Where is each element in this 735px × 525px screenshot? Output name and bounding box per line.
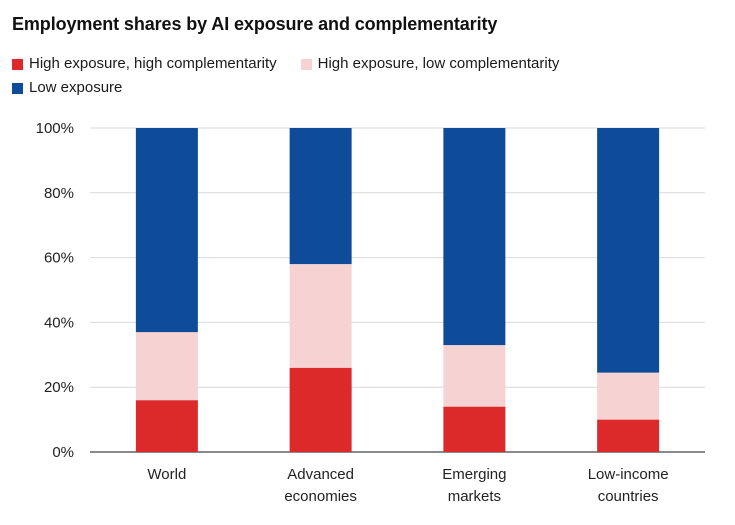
x-category-label-line: countries bbox=[598, 488, 659, 505]
legend-item-low: Low exposure bbox=[12, 76, 122, 100]
x-category-label: World bbox=[147, 466, 186, 483]
bar-segment bbox=[443, 406, 506, 452]
bar-segment bbox=[289, 367, 352, 452]
x-category-label-line: economies bbox=[284, 488, 357, 505]
legend-swatch-high-high bbox=[12, 58, 23, 70]
bar-segment bbox=[135, 128, 198, 333]
bar-segment bbox=[289, 264, 352, 368]
bar-segment bbox=[597, 372, 660, 420]
y-tick-label: 0% bbox=[52, 444, 74, 461]
legend-label-high-low: High exposure, low complementarity bbox=[317, 55, 560, 72]
y-tick-label: 60% bbox=[44, 250, 74, 267]
x-category-label-line: Advanced bbox=[287, 466, 354, 483]
bar-segment bbox=[443, 345, 506, 407]
legend-row-1: High exposure, high complementarity High… bbox=[12, 52, 722, 76]
legend-item-high-low: High exposure, low complementarity bbox=[300, 52, 560, 76]
legend-item-high-high: High exposure, high complementarity bbox=[12, 52, 277, 76]
bar-segment bbox=[443, 128, 506, 346]
bar-segment bbox=[597, 419, 660, 452]
x-category-label-line: markets bbox=[448, 488, 501, 505]
x-category-label-line: Low-income bbox=[588, 466, 669, 483]
bar-segment bbox=[597, 128, 660, 373]
x-category-label-line: World bbox=[147, 466, 186, 483]
legend-row-2: Low exposure bbox=[12, 76, 722, 100]
bar-segment bbox=[289, 128, 352, 265]
bar-segment bbox=[135, 400, 198, 452]
x-category-label-line: Emerging bbox=[442, 466, 506, 483]
x-category-label: Advanced economies bbox=[284, 466, 357, 505]
bar-segment bbox=[135, 332, 198, 401]
legend: High exposure, high complementarity High… bbox=[12, 52, 722, 100]
chart-title: Employment shares by AI exposure and com… bbox=[12, 14, 498, 34]
y-tick-label: 40% bbox=[44, 314, 74, 331]
legend-swatch-low bbox=[12, 82, 23, 94]
x-category-label: Emerging markets bbox=[442, 466, 506, 505]
y-tick-label: 20% bbox=[44, 379, 74, 396]
legend-label-low: Low exposure bbox=[29, 79, 123, 96]
y-tick-label: 100% bbox=[36, 120, 74, 137]
x-category-label: Low-income countries bbox=[588, 466, 669, 505]
legend-swatch-high-low bbox=[300, 58, 312, 70]
legend-label-high-high: High exposure, high complementarity bbox=[29, 55, 277, 72]
y-tick-label: 80% bbox=[44, 185, 74, 202]
